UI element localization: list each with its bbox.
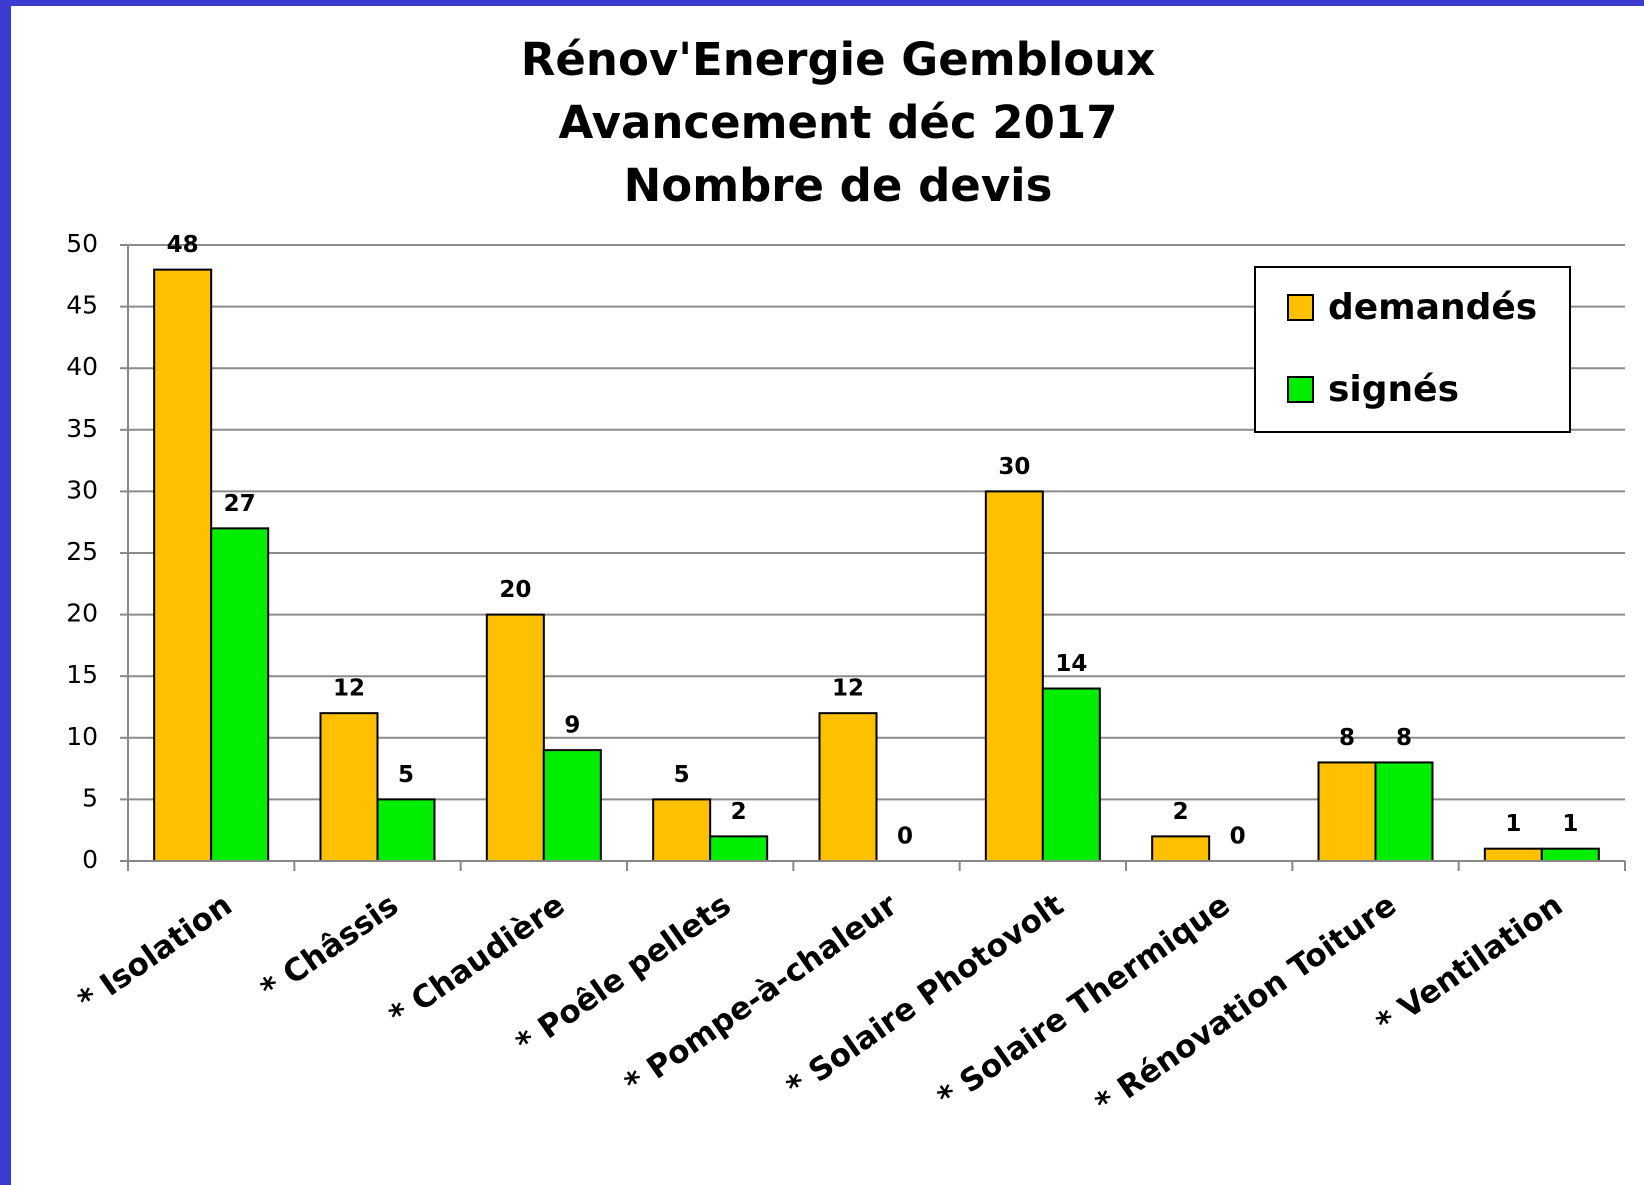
- bar: [1317, 761, 1377, 862]
- bar: [1041, 687, 1101, 863]
- bar: [153, 268, 213, 862]
- y-tick-label: 5: [82, 783, 98, 812]
- data-label: 12: [333, 676, 365, 702]
- y-tick-label: 40: [66, 352, 98, 381]
- y-tick-label: 0: [82, 845, 98, 874]
- bar: [376, 798, 436, 863]
- data-label: 30: [998, 454, 1030, 480]
- data-label: 9: [564, 713, 580, 739]
- frame-top: [0, 0, 1644, 6]
- y-tick-label: 25: [66, 537, 98, 566]
- frame-left: [0, 0, 11, 1185]
- data-label: 1: [1505, 811, 1521, 837]
- bar: [652, 798, 712, 863]
- bar: [1483, 847, 1543, 862]
- data-label: 5: [398, 762, 414, 788]
- bar: [1151, 835, 1211, 862]
- bar: [1374, 761, 1434, 862]
- y-tick-label: 35: [66, 414, 98, 443]
- data-label: 2: [731, 799, 747, 825]
- bar: [319, 712, 379, 862]
- chart-title: Rénov'Energie Gembloux: [521, 33, 1156, 86]
- bar: [542, 749, 602, 862]
- chart-title: Nombre de devis: [624, 159, 1053, 212]
- data-label: 27: [224, 491, 256, 517]
- chart-title: Avancement déc 2017: [558, 96, 1117, 149]
- legend-label: signés: [1328, 369, 1459, 410]
- data-label: 48: [167, 232, 199, 258]
- data-label: 5: [674, 762, 690, 788]
- legend-swatch: [1287, 376, 1314, 403]
- data-label: 0: [897, 824, 913, 850]
- bar: [984, 490, 1044, 862]
- data-label: 14: [1055, 651, 1087, 677]
- bar: [1540, 847, 1600, 862]
- y-tick-label: 10: [66, 722, 98, 751]
- data-label: 20: [499, 577, 531, 603]
- y-tick-label: 20: [66, 599, 98, 628]
- bar: [210, 527, 270, 862]
- legend-swatch: [1287, 294, 1314, 321]
- data-label: 0: [1230, 824, 1246, 850]
- bar: [818, 712, 878, 862]
- data-label: 12: [832, 676, 864, 702]
- y-tick-label: 45: [66, 291, 98, 320]
- bar: [485, 613, 545, 862]
- data-label: 1: [1562, 811, 1578, 837]
- data-label: 8: [1339, 725, 1355, 751]
- data-label: 2: [1173, 799, 1189, 825]
- y-tick-label: 50: [66, 229, 98, 258]
- data-label: 8: [1396, 725, 1412, 751]
- bar: [709, 835, 769, 862]
- y-tick-label: 30: [66, 475, 98, 504]
- y-tick-label: 15: [66, 660, 98, 689]
- legend-label: demandés: [1328, 287, 1537, 328]
